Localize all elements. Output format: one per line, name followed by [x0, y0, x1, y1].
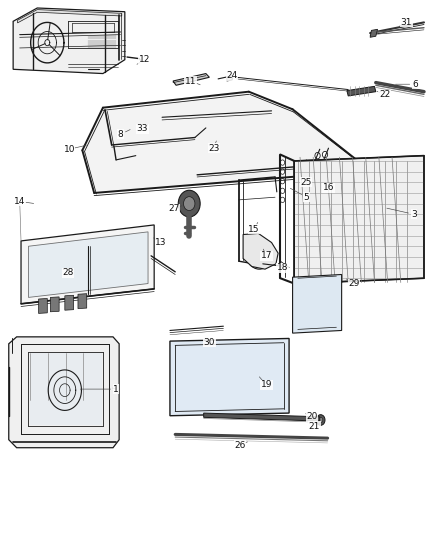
Text: 14: 14: [14, 197, 25, 206]
Polygon shape: [21, 225, 154, 304]
Circle shape: [92, 34, 96, 39]
Circle shape: [280, 179, 285, 184]
Text: 19: 19: [261, 381, 272, 389]
Text: 29: 29: [348, 279, 360, 288]
Circle shape: [318, 417, 323, 423]
Polygon shape: [39, 298, 47, 313]
Text: 33: 33: [137, 125, 148, 133]
Text: 5: 5: [304, 193, 310, 201]
Text: 24: 24: [226, 71, 238, 80]
Text: 28: 28: [62, 269, 74, 277]
Polygon shape: [65, 295, 74, 310]
Text: 13: 13: [155, 238, 167, 247]
Text: 18: 18: [277, 263, 288, 272]
Text: 16: 16: [323, 183, 334, 192]
Circle shape: [178, 190, 200, 217]
Polygon shape: [170, 338, 289, 416]
Polygon shape: [204, 413, 320, 421]
Circle shape: [86, 34, 90, 39]
Circle shape: [322, 151, 328, 158]
Text: 11: 11: [185, 77, 196, 85]
Circle shape: [316, 415, 325, 425]
Polygon shape: [9, 337, 119, 448]
Circle shape: [80, 34, 85, 39]
Polygon shape: [227, 76, 233, 81]
Text: 22: 22: [379, 91, 390, 99]
Circle shape: [315, 152, 320, 159]
Polygon shape: [30, 353, 102, 425]
Polygon shape: [294, 156, 424, 284]
Circle shape: [69, 34, 73, 39]
Text: 1: 1: [113, 385, 119, 393]
Polygon shape: [50, 297, 59, 312]
Text: 30: 30: [204, 338, 215, 346]
Text: 21: 21: [309, 422, 320, 431]
Circle shape: [280, 197, 285, 203]
Circle shape: [184, 197, 195, 211]
Text: 12: 12: [139, 55, 150, 64]
Text: 31: 31: [401, 18, 412, 27]
Text: 26: 26: [234, 441, 246, 449]
Text: 27: 27: [169, 205, 180, 213]
Polygon shape: [18, 10, 122, 23]
Text: 10: 10: [64, 145, 75, 154]
Polygon shape: [293, 274, 342, 333]
Polygon shape: [370, 29, 378, 37]
Text: 25: 25: [300, 178, 311, 187]
Circle shape: [74, 34, 79, 39]
Text: 15: 15: [248, 225, 260, 233]
Polygon shape: [13, 8, 125, 74]
Text: 23: 23: [208, 144, 219, 152]
Text: 20: 20: [306, 413, 318, 421]
Text: 6: 6: [412, 80, 418, 88]
Text: 17: 17: [261, 252, 272, 260]
Polygon shape: [173, 74, 209, 85]
Text: 3: 3: [411, 210, 417, 219]
Circle shape: [280, 169, 285, 174]
Polygon shape: [78, 294, 87, 309]
Circle shape: [280, 160, 285, 165]
Polygon shape: [243, 233, 278, 269]
Polygon shape: [28, 232, 148, 297]
Polygon shape: [82, 93, 370, 194]
Polygon shape: [347, 86, 376, 96]
Text: 8: 8: [117, 130, 124, 139]
Circle shape: [280, 188, 285, 193]
